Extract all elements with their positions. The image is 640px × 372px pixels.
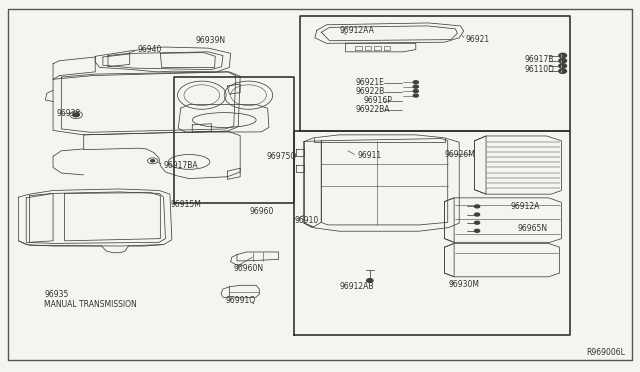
Text: 96917B: 96917B	[524, 55, 554, 64]
Text: 96991Q: 96991Q	[225, 296, 255, 305]
Text: 96921E: 96921E	[355, 78, 384, 87]
Text: 96912AA: 96912AA	[339, 26, 374, 35]
Text: 96922B: 96922B	[355, 87, 385, 96]
Circle shape	[73, 113, 79, 117]
Circle shape	[474, 221, 479, 224]
Text: 96935: 96935	[44, 290, 68, 299]
Circle shape	[151, 160, 155, 162]
Circle shape	[559, 58, 566, 63]
Text: 96939N: 96939N	[195, 36, 225, 45]
Text: 96926M: 96926M	[445, 150, 476, 159]
Text: 96912A: 96912A	[510, 202, 540, 211]
Circle shape	[474, 213, 479, 216]
Text: 96921: 96921	[466, 35, 490, 44]
Text: 96110D: 96110D	[524, 65, 554, 74]
Circle shape	[413, 81, 419, 84]
Circle shape	[413, 94, 419, 97]
Text: 96960: 96960	[250, 208, 274, 217]
Text: 96915M: 96915M	[171, 200, 202, 209]
Text: 96960N: 96960N	[234, 264, 264, 273]
Circle shape	[413, 90, 419, 93]
Circle shape	[559, 64, 566, 68]
Text: 96912AB: 96912AB	[339, 282, 374, 291]
Circle shape	[559, 69, 566, 73]
Circle shape	[413, 85, 419, 88]
Text: 96911: 96911	[357, 151, 381, 160]
Text: 96916P: 96916P	[364, 96, 392, 105]
Text: R969006L: R969006L	[586, 348, 625, 357]
Circle shape	[367, 279, 373, 282]
Text: 96938: 96938	[57, 109, 81, 118]
Text: 96922BA: 96922BA	[355, 105, 390, 114]
Text: MANUAL TRANSMISSION: MANUAL TRANSMISSION	[44, 300, 137, 309]
Text: 96910: 96910	[294, 216, 319, 225]
Circle shape	[474, 230, 479, 232]
Circle shape	[559, 53, 566, 58]
Text: 96917BA: 96917BA	[164, 161, 198, 170]
Text: 96930M: 96930M	[449, 280, 480, 289]
Text: 96965N: 96965N	[518, 224, 548, 233]
Text: 96940: 96940	[138, 45, 163, 54]
Text: 96975Q: 96975Q	[266, 152, 296, 161]
Circle shape	[474, 205, 479, 208]
